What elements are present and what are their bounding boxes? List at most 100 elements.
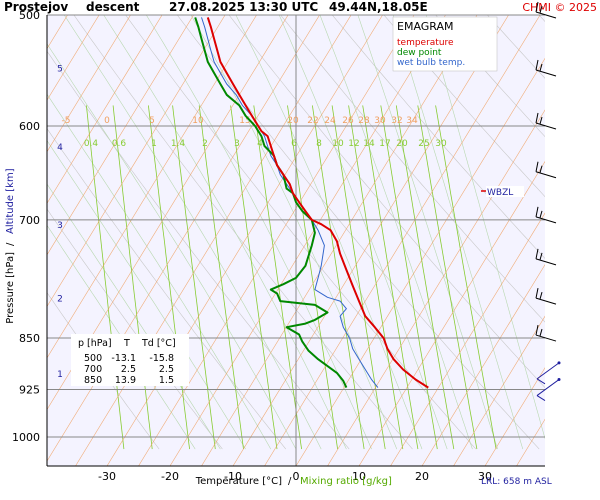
mixing-ratio-label: 25 [418, 139, 429, 149]
isotherm-line [327, 109, 545, 466]
mixing-ratio-labels: 0.4 0.6 1 1.4 2 3 4 6 8 10 12 14 17 20 25 30 [84, 139, 447, 149]
table-box [71, 334, 189, 386]
wind-barb [535, 112, 557, 130]
isotherm-label: 15 [239, 116, 250, 126]
isotherm-label: -5 [62, 116, 71, 126]
isotherm-label: 0 [104, 116, 110, 126]
wind-barb [536, 378, 561, 401]
mixing-ratio-label: 20 [396, 139, 408, 149]
mixing-ratio-label: 12 [348, 139, 359, 149]
mixing-ratio-label: 1.4 [171, 139, 186, 149]
wind-barb-flag [535, 112, 539, 124]
mixing-ratio-label: 3 [234, 139, 240, 149]
series-dew-point [194, 17, 348, 389]
isotherm-line [548, 0, 600, 466]
isotherm-line [47, 15, 257, 359]
wind-barb-staff [535, 216, 557, 224]
ylabel-group: Pressure [hPa] / Altitude [km] [5, 168, 16, 323]
mixing-ratio-lines [86, 105, 497, 450]
table-cell-t: 2.5 [121, 364, 136, 375]
wind-barb-staff [535, 69, 557, 77]
isotherm-line [47, 15, 226, 308]
isotherms [47, 0, 600, 466]
mixing-ratio-label: 0.6 [112, 139, 127, 149]
moist-adiabat [425, 15, 545, 440]
temperature-tick-label: -20 [161, 470, 179, 483]
level-table: p [hPa] T Td [°C] 500 -13.1 -15.8 700 2.5 2.5… [71, 334, 189, 386]
wind-barb-dot [557, 361, 561, 365]
moist-adiabat [47, 224, 196, 450]
wind-barbs [535, 1, 561, 401]
mixing-ratio-line [362, 105, 419, 450]
wind-barb-flag [535, 161, 539, 172]
table-cell-p: 850 [84, 375, 102, 386]
moist-adiabat [47, 183, 221, 450]
table-cell-td: 2.5 [159, 364, 174, 375]
isotherm-label: 28 [358, 116, 370, 126]
pressure-tick-label: 700 [19, 214, 40, 227]
wind-barb-flag [539, 5, 543, 14]
isotherm-label: 20 [287, 116, 299, 126]
wind-barb-flag [536, 395, 546, 401]
wind-barb-staff [535, 11, 557, 19]
temperature-tick-label: -10 [224, 470, 242, 483]
xlabel-separator: / [288, 476, 292, 487]
wind-barb-flag [535, 206, 539, 217]
isotherm-line [580, 0, 600, 466]
temperature-tick-label: 20 [415, 470, 429, 483]
mixing-ratio-label: 8 [316, 139, 322, 149]
altitude-tick-label: 5 [57, 64, 63, 74]
wind-barb-dot [557, 378, 561, 382]
wind-barb-flag [539, 63, 543, 72]
isotherm-label: 26 [342, 116, 354, 126]
ylabel-altitude: Altitude [km] [5, 168, 16, 234]
isotherm-label: 34 [406, 116, 418, 126]
table-header-p: p [hPa] [78, 338, 112, 349]
mixing-ratio-line [230, 105, 278, 450]
altitude-tick-label: 4 [57, 143, 63, 153]
wind-barb [535, 288, 557, 305]
legend-title: EMAGRAM [397, 20, 454, 33]
pressure-tick-label: 850 [19, 332, 40, 345]
isotherm-line [264, 15, 541, 466]
isotherm-line [47, 15, 100, 101]
dry-adiabat [383, 15, 545, 198]
wind-barb-staff [535, 171, 557, 179]
wind-barb-staff [536, 379, 560, 396]
altitude-tick-labels: 1 2 3 4 5 [57, 64, 63, 379]
mixing-ratio-line [435, 105, 497, 450]
temperature-tick-label: -30 [98, 470, 116, 483]
temperature-tick-label: 0 [293, 470, 300, 483]
legend-dew-point: dew point [397, 48, 442, 58]
isotherm-line [390, 212, 545, 466]
wind-barb-staff [535, 258, 557, 266]
moist-adiabat [278, 15, 448, 450]
wbzl-label: WBZL [487, 188, 513, 198]
pressure-tick-label: 1000 [12, 431, 40, 444]
pressure-tick-label: 500 [19, 9, 40, 22]
isotherm-line [358, 161, 545, 466]
moist-adiabat [145, 15, 372, 450]
mixing-ratio-label: 2 [202, 139, 208, 149]
wind-barb [535, 206, 557, 224]
mixing-ratio-label: 6 [291, 139, 297, 149]
mixing-ratio-label: 14 [363, 139, 375, 149]
isotherm-label: 30 [374, 116, 386, 126]
dry-adiabat [125, 15, 477, 450]
isotherm-line [47, 15, 194, 256]
wind-barb-flag [539, 210, 543, 218]
mixing-ratio-line [198, 105, 244, 450]
pressure-tick-label: 600 [19, 120, 40, 133]
isotherm-line [453, 315, 545, 466]
isotherm-line [47, 15, 289, 411]
legend-temperature: temperature [397, 38, 454, 48]
wind-barb-flag [535, 1, 539, 13]
wind-barb-flag [535, 288, 539, 299]
mixing-ratio-line [331, 105, 386, 450]
legend-box [392, 16, 498, 72]
dry-adiabat [567, 0, 600, 449]
xlabel-mixing-ratio: Mixing ratio [g/kg] [300, 476, 392, 487]
wind-barb-flag [539, 252, 543, 260]
ylabel-separator: / [5, 242, 16, 246]
wind-barb-flag [535, 324, 539, 336]
